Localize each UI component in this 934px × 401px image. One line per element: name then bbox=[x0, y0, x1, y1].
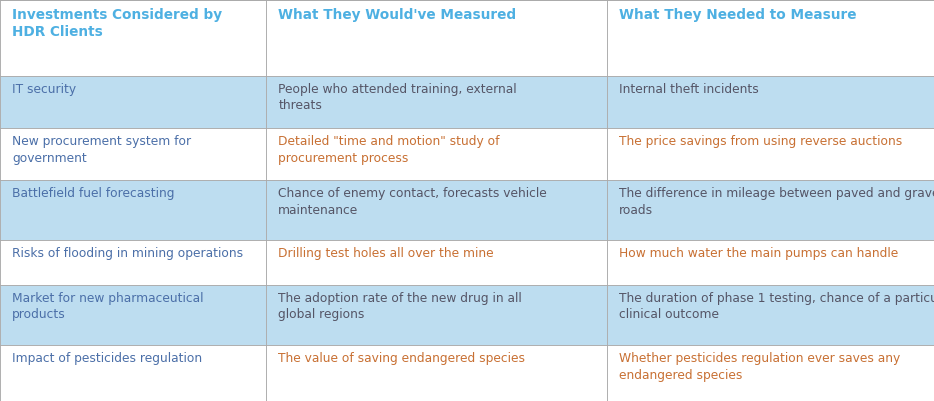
Bar bbox=[266, 240, 607, 285]
Text: What They Would've Measured: What They Would've Measured bbox=[278, 8, 517, 22]
Bar bbox=[0, 75, 266, 128]
Bar bbox=[0, 345, 266, 401]
Bar bbox=[607, 180, 934, 240]
Text: The difference in mileage between paved and gravel
roads: The difference in mileage between paved … bbox=[619, 187, 934, 217]
Bar bbox=[266, 345, 607, 401]
Bar bbox=[607, 75, 934, 128]
Bar bbox=[266, 75, 607, 128]
Text: Drilling test holes all over the mine: Drilling test holes all over the mine bbox=[278, 247, 494, 260]
Text: The price savings from using reverse auctions: The price savings from using reverse auc… bbox=[619, 135, 902, 148]
Text: The duration of phase 1 testing, chance of a particular
clinical outcome: The duration of phase 1 testing, chance … bbox=[619, 292, 934, 322]
Text: Whether pesticides regulation ever saves any
endangered species: Whether pesticides regulation ever saves… bbox=[619, 352, 900, 381]
Bar bbox=[0, 285, 266, 345]
Bar bbox=[607, 285, 934, 345]
Text: The value of saving endangered species: The value of saving endangered species bbox=[278, 352, 525, 365]
Bar bbox=[607, 345, 934, 401]
Bar bbox=[607, 240, 934, 285]
Text: The adoption rate of the new drug in all
global regions: The adoption rate of the new drug in all… bbox=[278, 292, 522, 322]
Text: Chance of enemy contact, forecasts vehicle
maintenance: Chance of enemy contact, forecasts vehic… bbox=[278, 187, 547, 217]
Text: Investments Considered by
HDR Clients: Investments Considered by HDR Clients bbox=[12, 8, 222, 39]
Text: New procurement system for
government: New procurement system for government bbox=[12, 135, 191, 164]
Text: People who attended training, external
threats: People who attended training, external t… bbox=[278, 83, 517, 112]
Text: Market for new pharmaceutical
products: Market for new pharmaceutical products bbox=[12, 292, 204, 322]
Bar bbox=[266, 180, 607, 240]
Text: Battlefield fuel forecasting: Battlefield fuel forecasting bbox=[12, 187, 175, 200]
Bar bbox=[607, 0, 934, 75]
Bar bbox=[0, 180, 266, 240]
Text: Internal theft incidents: Internal theft incidents bbox=[619, 83, 759, 96]
Text: What They Needed to Measure: What They Needed to Measure bbox=[619, 8, 856, 22]
Text: Impact of pesticides regulation: Impact of pesticides regulation bbox=[12, 352, 203, 365]
Bar bbox=[266, 285, 607, 345]
Text: IT security: IT security bbox=[12, 83, 77, 96]
Bar bbox=[607, 128, 934, 180]
Bar bbox=[266, 0, 607, 75]
Bar bbox=[0, 240, 266, 285]
Text: How much water the main pumps can handle: How much water the main pumps can handle bbox=[619, 247, 899, 260]
Text: Risks of flooding in mining operations: Risks of flooding in mining operations bbox=[12, 247, 243, 260]
Bar bbox=[0, 128, 266, 180]
Bar bbox=[266, 128, 607, 180]
Bar bbox=[0, 0, 266, 75]
Text: Detailed "time and motion" study of
procurement process: Detailed "time and motion" study of proc… bbox=[278, 135, 500, 164]
